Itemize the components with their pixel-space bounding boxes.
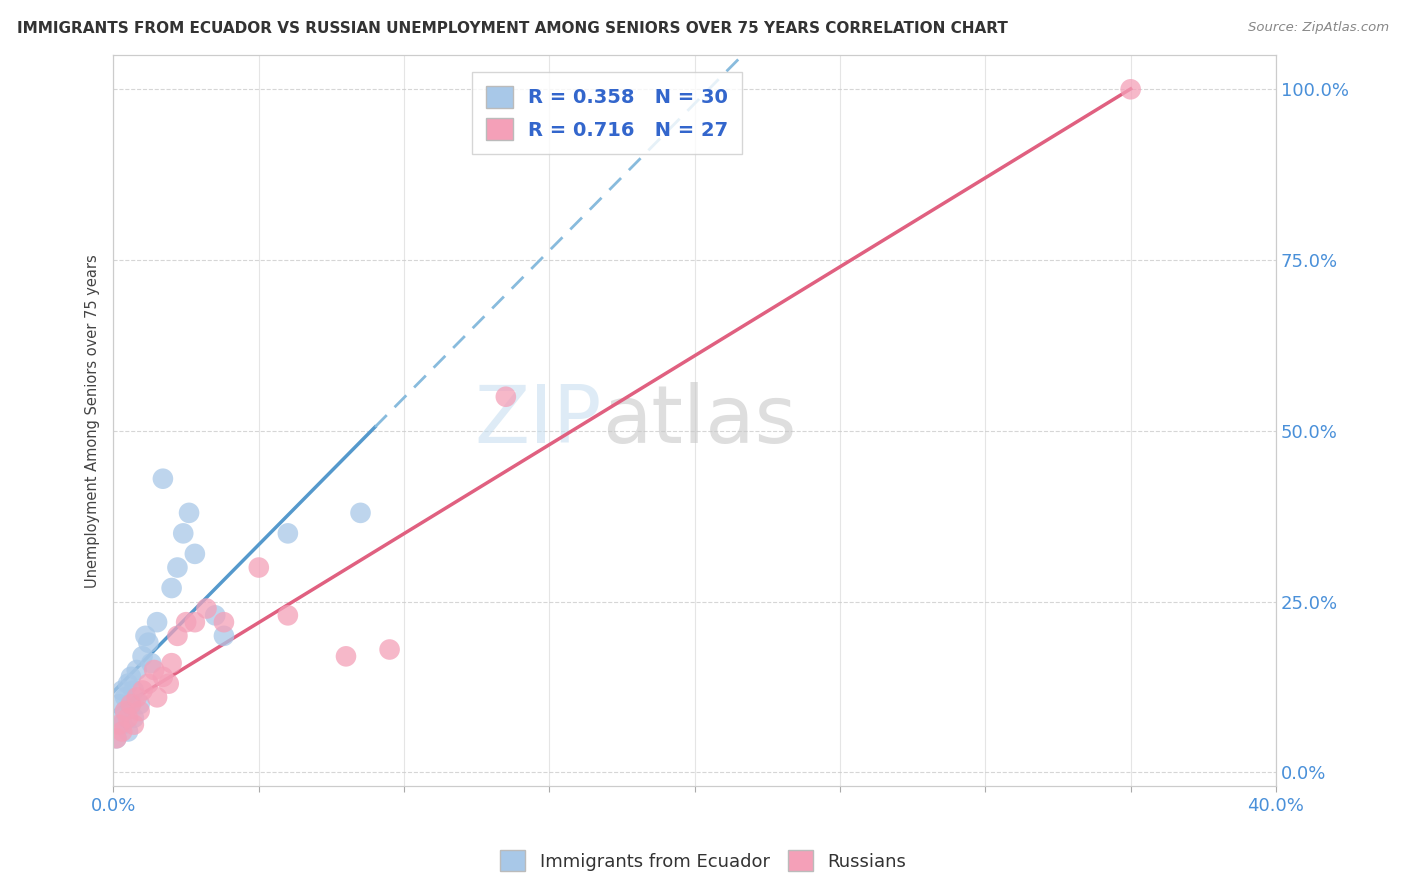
Legend: Immigrants from Ecuador, Russians: Immigrants from Ecuador, Russians (492, 843, 914, 879)
Point (105, 731, 128, 746)
Point (495, 390, 517, 404)
Point (120, 670, 142, 684)
Point (141, 656, 163, 670)
Point (166, 560, 188, 574)
Point (166, 629, 188, 643)
Text: ZIP: ZIP (474, 382, 602, 459)
Text: Source: ZipAtlas.com: Source: ZipAtlas.com (1249, 21, 1389, 34)
Point (125, 663, 148, 677)
Point (131, 649, 153, 664)
Point (120, 697, 142, 711)
Y-axis label: Unemployment Among Seniors over 75 years: Unemployment Among Seniors over 75 years (86, 253, 100, 588)
Point (117, 711, 139, 725)
Legend: R = 0.358   N = 30, R = 0.716   N = 27: R = 0.358 N = 30, R = 0.716 N = 27 (472, 72, 742, 154)
Point (111, 717, 134, 731)
Point (146, 690, 169, 705)
Point (108, 717, 131, 731)
Point (122, 683, 145, 698)
Point (157, 676, 180, 690)
Point (152, 472, 174, 486)
Point (184, 547, 207, 561)
Point (105, 731, 128, 746)
Text: atlas: atlas (602, 382, 796, 459)
Point (114, 704, 136, 718)
Point (138, 676, 160, 690)
Point (108, 697, 131, 711)
Point (122, 717, 145, 731)
Point (120, 697, 142, 711)
Point (117, 676, 139, 690)
Point (146, 615, 169, 630)
Point (277, 608, 299, 623)
Point (212, 615, 235, 630)
Point (212, 629, 235, 643)
Point (114, 690, 136, 705)
Point (122, 711, 145, 725)
Point (177, 506, 200, 520)
Point (108, 711, 131, 725)
Point (247, 560, 270, 574)
Text: IMMIGRANTS FROM ECUADOR VS RUSSIAN UNEMPLOYMENT AMONG SENIORS OVER 75 YEARS CORR: IMMIGRANTS FROM ECUADOR VS RUSSIAN UNEMP… (17, 21, 1008, 36)
Point (117, 724, 139, 739)
Point (138, 635, 160, 649)
Point (160, 581, 183, 595)
Point (160, 656, 183, 670)
Point (1119, 82, 1142, 96)
Point (195, 601, 218, 615)
Point (128, 697, 150, 711)
Point (134, 629, 156, 643)
Point (335, 649, 357, 664)
Point (128, 704, 150, 718)
Point (174, 615, 197, 630)
Point (277, 526, 299, 541)
Point (125, 690, 148, 705)
Point (378, 642, 401, 657)
Point (111, 724, 134, 739)
Point (152, 670, 174, 684)
Point (349, 506, 371, 520)
Point (131, 683, 153, 698)
Point (172, 526, 194, 541)
Point (114, 704, 136, 718)
Point (204, 608, 226, 623)
Point (143, 663, 166, 677)
Point (184, 615, 207, 630)
Point (111, 683, 134, 698)
